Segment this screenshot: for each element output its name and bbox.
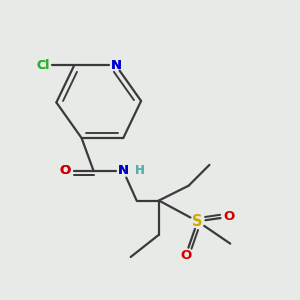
Text: N: N xyxy=(110,59,122,72)
Text: S: S xyxy=(192,214,203,229)
Text: O: O xyxy=(60,164,71,177)
Text: O: O xyxy=(223,210,234,224)
Text: N: N xyxy=(118,164,129,177)
Text: H: H xyxy=(135,164,145,177)
Text: N: N xyxy=(110,59,122,72)
Text: H: H xyxy=(135,164,145,177)
Text: Cl: Cl xyxy=(36,59,50,72)
Text: O: O xyxy=(60,164,71,177)
Text: O: O xyxy=(180,249,191,262)
Text: Cl: Cl xyxy=(36,59,50,72)
Text: N: N xyxy=(118,164,129,177)
